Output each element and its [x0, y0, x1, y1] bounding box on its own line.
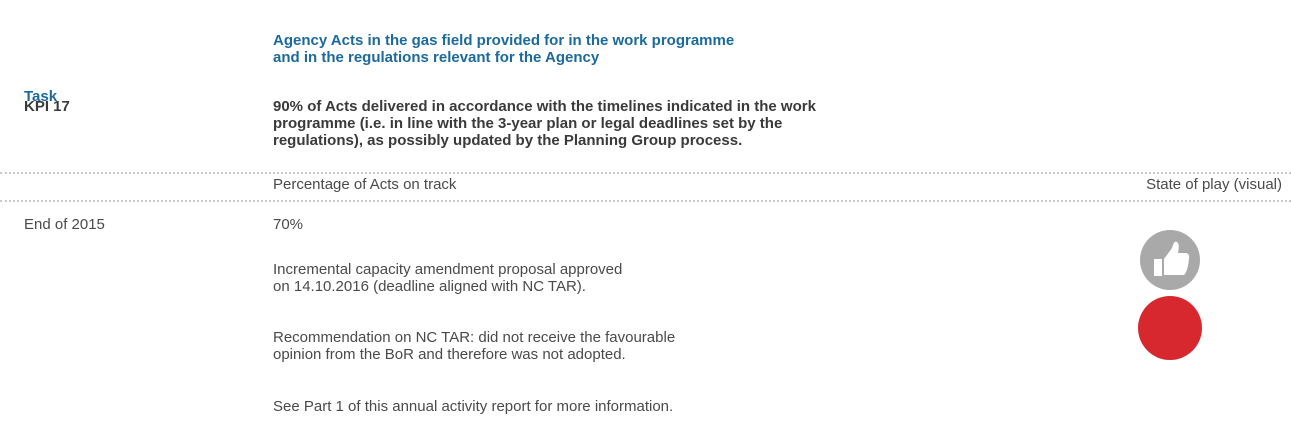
thumbs-up-icon: [1140, 230, 1200, 290]
item-line: See Part 1 of this annual activity repor…: [273, 398, 674, 415]
item-line: Recommendation on NC TAR: did not receiv…: [273, 329, 676, 346]
item-line: opinion from the BoR and therefore was n…: [273, 346, 626, 363]
kpi-text: regulations), as possibly updated by the…: [273, 132, 743, 149]
title-line: Agency Acts in the gas field provided fo…: [273, 32, 735, 49]
visual-header: State of play (visual): [1146, 176, 1282, 193]
divider: [0, 200, 1291, 202]
item-line: Incremental capacity amendment proposal …: [273, 261, 623, 278]
status-icons: [1138, 230, 1202, 360]
task-header: Task: [24, 88, 58, 105]
divider: [0, 172, 1291, 174]
measure-header: Percentage of Acts on track: [273, 176, 457, 193]
red-status: [1138, 296, 1202, 360]
kpi-text: programme (i.e. in line with the 3-year …: [273, 115, 783, 132]
title-line: and in the regulations relevant for the …: [273, 49, 600, 66]
kpi-text: 90% of Acts delivered in accordance with…: [273, 98, 816, 115]
kpi-label: KPI 17: [24, 98, 70, 115]
item-line: on 14.10.2016 (deadline aligned with NC …: [273, 278, 586, 295]
period: End of 2015: [24, 216, 105, 233]
value: 70%: [273, 216, 304, 233]
